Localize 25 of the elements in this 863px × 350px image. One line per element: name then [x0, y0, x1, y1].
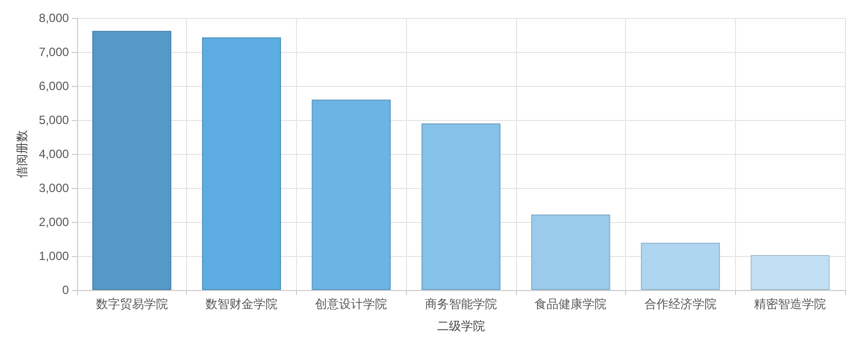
x-tick-label: 创意设计学院 [315, 297, 388, 311]
bar [421, 123, 500, 290]
y-tick-label: 8,000 [38, 11, 70, 25]
y-tick-label: 5,000 [38, 113, 70, 127]
x-tick-label: 精密智造学院 [754, 297, 826, 311]
y-tick-label: 4,000 [38, 147, 70, 161]
bar [92, 30, 172, 290]
x-axis-title: 二级学院 [436, 319, 485, 333]
bar [640, 242, 720, 290]
bar [750, 254, 830, 290]
bar [312, 100, 391, 290]
x-tick-label: 合作经济学院 [644, 297, 716, 311]
bar [531, 214, 610, 290]
y-tick-label: 7,000 [38, 45, 70, 59]
x-tick-label: 数智财金学院 [206, 297, 278, 311]
x-tick-label: 数字贸易学院 [96, 297, 168, 311]
y-axis-title: 借阅册数 [15, 130, 29, 178]
x-tick-label: 商务智能学院 [424, 297, 497, 311]
y-tick-label: 1,000 [38, 249, 70, 263]
y-tick-label: 2,000 [38, 215, 70, 229]
bar [202, 37, 282, 290]
y-tick-label: 0 [62, 283, 70, 297]
y-tick-label: 6,000 [38, 79, 70, 93]
x-tick-label: 食品健康学院 [534, 297, 607, 311]
y-tick-label: 3,000 [38, 181, 70, 195]
